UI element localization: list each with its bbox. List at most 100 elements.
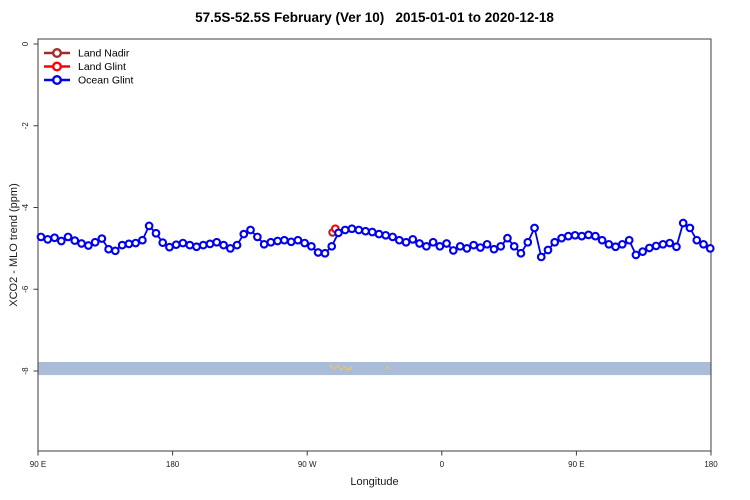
series-marker-ocean-glint bbox=[631, 250, 641, 260]
series-marker-ocean-glint bbox=[584, 230, 593, 240]
series-marker-ocean-glint bbox=[232, 240, 242, 250]
series-marker-ocean-glint bbox=[401, 237, 411, 247]
series-marker-ocean-glint bbox=[259, 239, 269, 249]
series-marker-ocean-glint bbox=[43, 235, 53, 244]
series-marker-ocean-glint bbox=[624, 235, 634, 245]
series-marker-ocean-glint bbox=[685, 223, 695, 233]
chart-title: 57.5S-52.5S February (Ver 10) 2015-01-01… bbox=[195, 10, 554, 25]
series-marker-ocean-glint bbox=[117, 240, 127, 250]
series-marker-ocean-glint bbox=[354, 225, 364, 235]
series-marker-ocean-glint bbox=[131, 238, 141, 248]
series-marker-ocean-glint bbox=[665, 238, 675, 248]
series-marker-ocean-glint bbox=[645, 243, 654, 253]
series-marker-ocean-glint bbox=[476, 243, 485, 252]
series-marker-ocean-glint bbox=[165, 242, 174, 252]
series-marker-ocean-glint bbox=[266, 237, 276, 247]
legend-marker-0 bbox=[52, 48, 63, 59]
series-marker-ocean-glint bbox=[692, 235, 702, 245]
yellow-dots bbox=[336, 365, 340, 368]
series-marker-ocean-glint bbox=[651, 241, 661, 251]
series-marker-ocean-glint bbox=[442, 239, 451, 248]
series-marker-ocean-glint bbox=[577, 231, 587, 241]
series-marker-ocean-glint bbox=[503, 233, 512, 243]
series-marker-ocean-glint bbox=[563, 231, 573, 241]
series-marker-ocean-glint bbox=[699, 239, 708, 249]
series-marker-ocean-glint bbox=[334, 228, 343, 238]
series-marker-ocean-glint bbox=[178, 238, 188, 248]
series-marker-ocean-glint bbox=[307, 241, 316, 251]
series-marker-ocean-glint bbox=[543, 245, 553, 255]
series-marker-ocean-glint bbox=[435, 241, 445, 251]
y-tick-label: -8 bbox=[21, 367, 30, 375]
series-marker-ocean-glint bbox=[158, 238, 168, 248]
yellow-dots bbox=[349, 366, 352, 370]
series-marker-ocean-glint bbox=[198, 240, 208, 250]
x-tick-label: 180 bbox=[166, 460, 180, 469]
series-marker-ocean-glint bbox=[293, 235, 303, 245]
series-marker-ocean-glint bbox=[516, 248, 526, 258]
x-tick-label: 90 E bbox=[568, 460, 584, 469]
series-marker-ocean-glint bbox=[340, 225, 350, 235]
highlight-band bbox=[38, 362, 711, 376]
series-marker-ocean-glint bbox=[394, 235, 404, 245]
yellow-dots bbox=[340, 367, 343, 371]
yellow-dots bbox=[329, 364, 333, 368]
series-marker-ocean-glint bbox=[70, 236, 80, 245]
series-marker-ocean-glint bbox=[104, 244, 113, 254]
series-marker-ocean-glint bbox=[97, 234, 107, 243]
series-marker-ocean-glint bbox=[374, 229, 384, 239]
series-marker-ocean-glint bbox=[678, 218, 688, 228]
series-marker-ocean-glint bbox=[239, 229, 249, 239]
series-marker-ocean-glint bbox=[462, 244, 472, 253]
y-tick-label: -2 bbox=[21, 122, 30, 130]
series-marker-ocean-glint bbox=[509, 241, 519, 251]
series-marker-ocean-glint bbox=[550, 237, 560, 247]
y-tick-label: -6 bbox=[21, 285, 30, 293]
series-marker-ocean-glint bbox=[110, 246, 120, 256]
legend-label-1: Land Glint bbox=[78, 61, 126, 73]
series-marker-ocean-glint bbox=[90, 237, 100, 247]
x-tick-label: 180 bbox=[704, 460, 718, 469]
series-marker-ocean-glint bbox=[50, 233, 59, 243]
x-tick-label: 90 E bbox=[30, 460, 46, 469]
series-marker-ocean-glint bbox=[273, 236, 282, 246]
series-marker-ocean-glint bbox=[469, 240, 479, 250]
series-marker-ocean-glint bbox=[415, 239, 424, 248]
series-marker-ocean-glint bbox=[36, 232, 46, 242]
series-marker-ocean-glint bbox=[523, 237, 533, 247]
legend-label-2: Ocean Glint bbox=[78, 75, 134, 87]
series-marker-ocean-glint bbox=[455, 241, 465, 251]
series-marker-ocean-glint bbox=[246, 225, 255, 235]
series-marker-ocean-glint bbox=[192, 242, 201, 252]
series-marker-ocean-glint bbox=[279, 235, 289, 245]
series-marker-ocean-glint bbox=[611, 242, 620, 252]
legend-label-0: Land Nadir bbox=[78, 48, 130, 60]
legend-marker-2 bbox=[52, 74, 63, 85]
yellow-dots bbox=[343, 366, 346, 369]
series-marker-ocean-glint bbox=[171, 240, 181, 250]
yellow-dots bbox=[386, 366, 389, 369]
series-marker-ocean-glint bbox=[347, 224, 357, 234]
legend-marker-1 bbox=[52, 61, 63, 72]
series-marker-ocean-glint bbox=[124, 239, 134, 249]
series-marker-ocean-glint bbox=[320, 248, 330, 258]
series-marker-ocean-glint bbox=[570, 230, 580, 240]
series-marker-ocean-glint bbox=[638, 247, 648, 256]
series-marker-ocean-glint bbox=[705, 244, 715, 253]
series-marker-ocean-glint bbox=[658, 239, 668, 249]
y-tick-label: 0 bbox=[21, 41, 30, 46]
yellow-dots bbox=[346, 368, 350, 371]
series-marker-ocean-glint bbox=[212, 237, 222, 247]
series-marker-ocean-glint bbox=[388, 232, 397, 242]
series-marker-ocean-glint bbox=[300, 238, 310, 248]
series-marker-ocean-glint bbox=[489, 244, 499, 254]
series-marker-ocean-glint bbox=[367, 227, 377, 237]
series-marker-ocean-glint bbox=[496, 241, 506, 251]
series-marker-ocean-glint bbox=[557, 233, 566, 243]
series-marker-ocean-glint bbox=[591, 231, 600, 241]
series-marker-ocean-glint bbox=[597, 235, 607, 245]
series-marker-ocean-glint bbox=[313, 248, 323, 257]
series-marker-ocean-glint bbox=[604, 239, 614, 249]
series-marker-ocean-glint bbox=[617, 239, 627, 249]
y-tick-label: -4 bbox=[21, 203, 30, 211]
